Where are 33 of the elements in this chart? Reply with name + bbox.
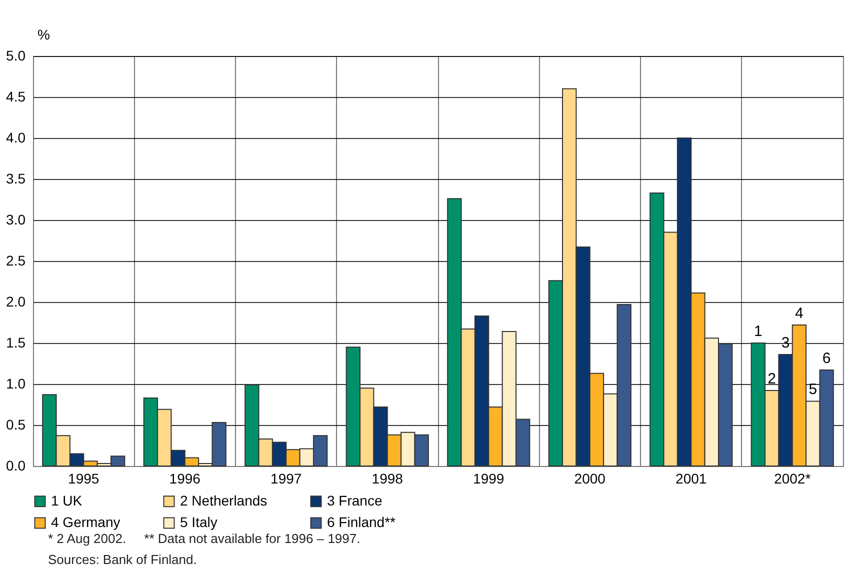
source-note: Sources: Bank of Finland.	[48, 552, 198, 567]
x-tick-label: 1996	[169, 470, 201, 486]
y-tick-label: 4.5	[6, 88, 26, 104]
y-tick-label: 0.5	[6, 416, 26, 432]
y-tick-label: 3.5	[6, 170, 26, 186]
x-tick-label: 2002*	[774, 470, 812, 486]
annotation: 5	[808, 381, 818, 398]
y-tick-label: 1.5	[6, 334, 26, 350]
x-tick-label: 1998	[372, 470, 404, 486]
x-tick-label: 2000	[574, 470, 606, 486]
legend-label: 2 Netherlands	[180, 492, 268, 508]
y-tick-label: 0.0	[6, 458, 26, 474]
y-tick-label: 5.0	[6, 48, 26, 64]
y-tick-label: 4.0	[6, 130, 26, 146]
x-tick-label: 1999	[473, 470, 504, 486]
y-axis-title: %	[38, 26, 50, 42]
y-tick-label: 1.0	[6, 376, 26, 392]
legend-label: 5 Italy	[180, 514, 218, 530]
legend-label: 1 UK	[51, 492, 83, 508]
annotation: 6	[822, 350, 831, 368]
annotation: 2	[768, 370, 776, 388]
y-tick-label: 2.5	[6, 252, 26, 268]
legend-label: 3 France	[327, 492, 382, 508]
legend-label: 4 Germany	[51, 514, 120, 530]
legend-label: 6 Finland**	[327, 514, 396, 530]
annotation: 4	[795, 304, 804, 322]
y-tick-label: 2.0	[6, 294, 26, 310]
x-tick-label: 1997	[270, 470, 302, 486]
annotation: 1	[754, 323, 762, 340]
y-tick-label: 3.0	[6, 212, 26, 228]
x-tick-label: 1995	[68, 470, 100, 486]
x-tick-label: 2001	[676, 470, 707, 486]
text: * 2 Aug 2002. ** Data not available for 1996 – 1997.	[48, 531, 362, 546]
